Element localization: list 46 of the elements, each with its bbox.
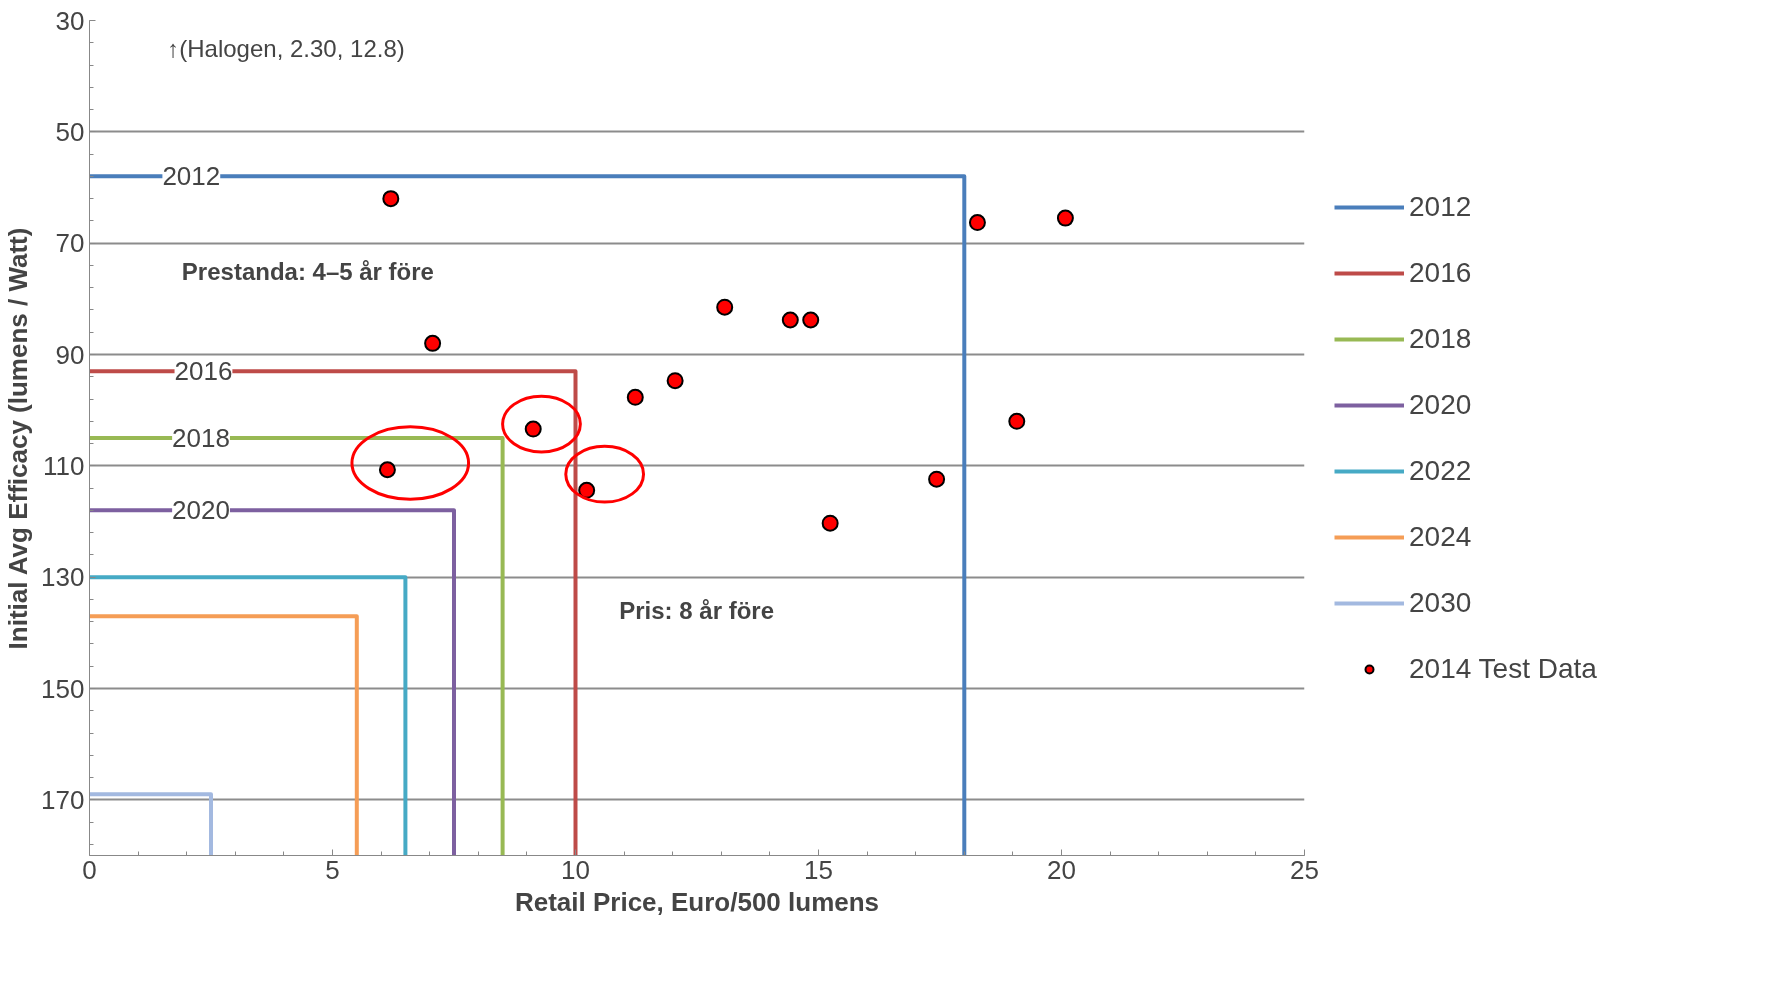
point — [968, 214, 986, 232]
y-tick-label: 170 — [41, 784, 85, 815]
legend-label: 2012 — [1409, 190, 1472, 223]
y-tick-label: 150 — [41, 673, 85, 704]
legend-label: 2030 — [1409, 586, 1472, 619]
y-tick-label: 70 — [55, 228, 85, 259]
legend-label: 2014 Test Data — [1409, 652, 1597, 685]
annotation: 2016 — [174, 356, 233, 387]
legend-label: 2018 — [1409, 322, 1472, 355]
point — [424, 334, 442, 352]
y-axis-title: Initial Avg Efficacy (lumens / Watt) — [3, 227, 34, 650]
point — [578, 481, 596, 499]
point — [382, 190, 400, 208]
legend-label: 2022 — [1409, 454, 1472, 487]
point — [821, 514, 839, 532]
legend-label: 2024 — [1409, 520, 1472, 553]
legend-label: 2016 — [1409, 256, 1472, 289]
x-tick-label: 10 — [561, 854, 590, 885]
point — [928, 470, 946, 488]
y-tick-label: 50 — [55, 116, 85, 147]
point — [781, 311, 799, 329]
y-tick-label: 110 — [43, 450, 85, 481]
x-axis-title: Retail Price, Euro/500 lumens — [514, 886, 880, 917]
annotation: 2012 — [162, 161, 221, 192]
y-tick-label: 30 — [55, 5, 85, 36]
annotation: ↑(Halogen, 2.30, 12.8) — [167, 34, 405, 62]
y-tick-label: 130 — [41, 562, 85, 593]
point — [1056, 209, 1074, 227]
x-tick-label: 0 — [82, 854, 97, 885]
point — [378, 461, 396, 479]
annotation: Prestanda: 4–5 år före — [181, 257, 434, 285]
annotation: 2020 — [172, 495, 230, 526]
point — [802, 311, 820, 329]
annotation: 2018 — [172, 423, 230, 453]
x-tick-label: 20 — [1047, 854, 1076, 885]
x-tick-label: 25 — [1290, 854, 1319, 885]
point — [716, 298, 734, 316]
y-tick-label: 90 — [55, 339, 85, 370]
annotation: Pris: 8 år före — [619, 597, 774, 625]
legend-label: 2020 — [1409, 388, 1472, 421]
point — [524, 420, 542, 438]
point — [1008, 412, 1026, 430]
x-tick-label: 15 — [804, 854, 833, 885]
point — [626, 388, 644, 406]
x-tick-label: 5 — [325, 854, 340, 885]
point — [666, 372, 684, 390]
